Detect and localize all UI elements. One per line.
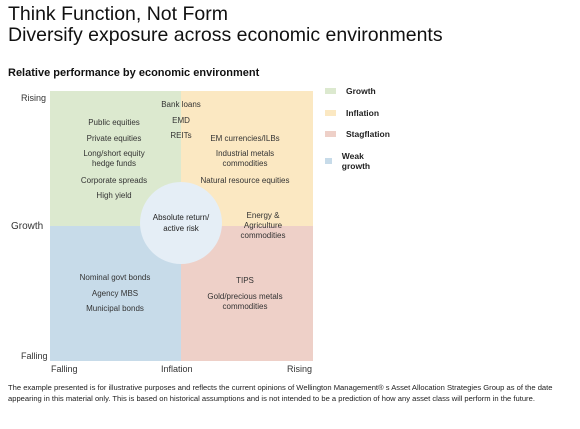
legend-swatch [325,131,336,137]
page-title: Think Function, Not Form Diversify expos… [8,4,443,46]
x-axis-right-label: Rising [287,364,313,374]
inflation-item: EM currencies/ILBs [210,134,280,143]
weak-growth-item: Municipal bonds [86,304,144,313]
legend-label: Stagflation [346,129,390,139]
stagflation-item: TIPS [236,276,254,285]
center-top-item: EMD [172,116,190,125]
center-top-item: Bank loans [161,100,201,109]
legend-label: Inflation [346,108,380,118]
center-top-item: REITs [170,131,192,140]
chart-subtitle: Relative performance by economic environ… [8,67,260,79]
title-line-2: Diversify exposure across economic envir… [8,24,443,46]
absolute-return-circle: Absolute return/ active risk [140,182,222,264]
y-axis-label: Growth [11,221,44,232]
legend-item-stagflation: Stagflation [325,129,390,139]
growth-item: Public equities [88,118,140,127]
inflation-item: Industrial metals commodities [215,149,275,168]
y-axis-top-label: Rising [21,93,47,103]
x-axis-left-label: Falling [51,364,78,374]
growth-item: High yield [96,191,132,200]
legend-swatch [325,110,336,116]
footnote-disclaimer: The example presented is for illustrativ… [8,383,553,403]
stagflation-item: Gold/precious metals commodities [207,292,283,311]
title-line-1: Think Function, Not Form [8,3,228,25]
legend-label: Weak growth [341,151,371,171]
growth-item: Corporate spreads [80,176,148,185]
legend-swatch [325,88,336,94]
legend-swatch [325,158,332,164]
legend-label: Growth [346,86,376,96]
growth-item: Long/short equity hedge funds [83,149,145,168]
legend-item-growth: Growth [325,86,376,96]
weak-growth-item: Agency MBS [91,289,139,298]
inflation-item: Energy & Agriculture commodities [240,211,286,240]
legend-item-weak-growth: Weak growth [325,151,374,171]
inflation-item: Natural resource equities [200,176,290,185]
x-axis-label: Inflation [161,364,193,374]
y-axis-bottom-label: Falling [21,351,48,361]
circle-label: Absolute return/ active risk [152,213,210,233]
weak-growth-item: Nominal govt bonds [79,273,151,282]
growth-item: Private equities [86,134,142,143]
legend-item-inflation: Inflation [325,108,379,118]
